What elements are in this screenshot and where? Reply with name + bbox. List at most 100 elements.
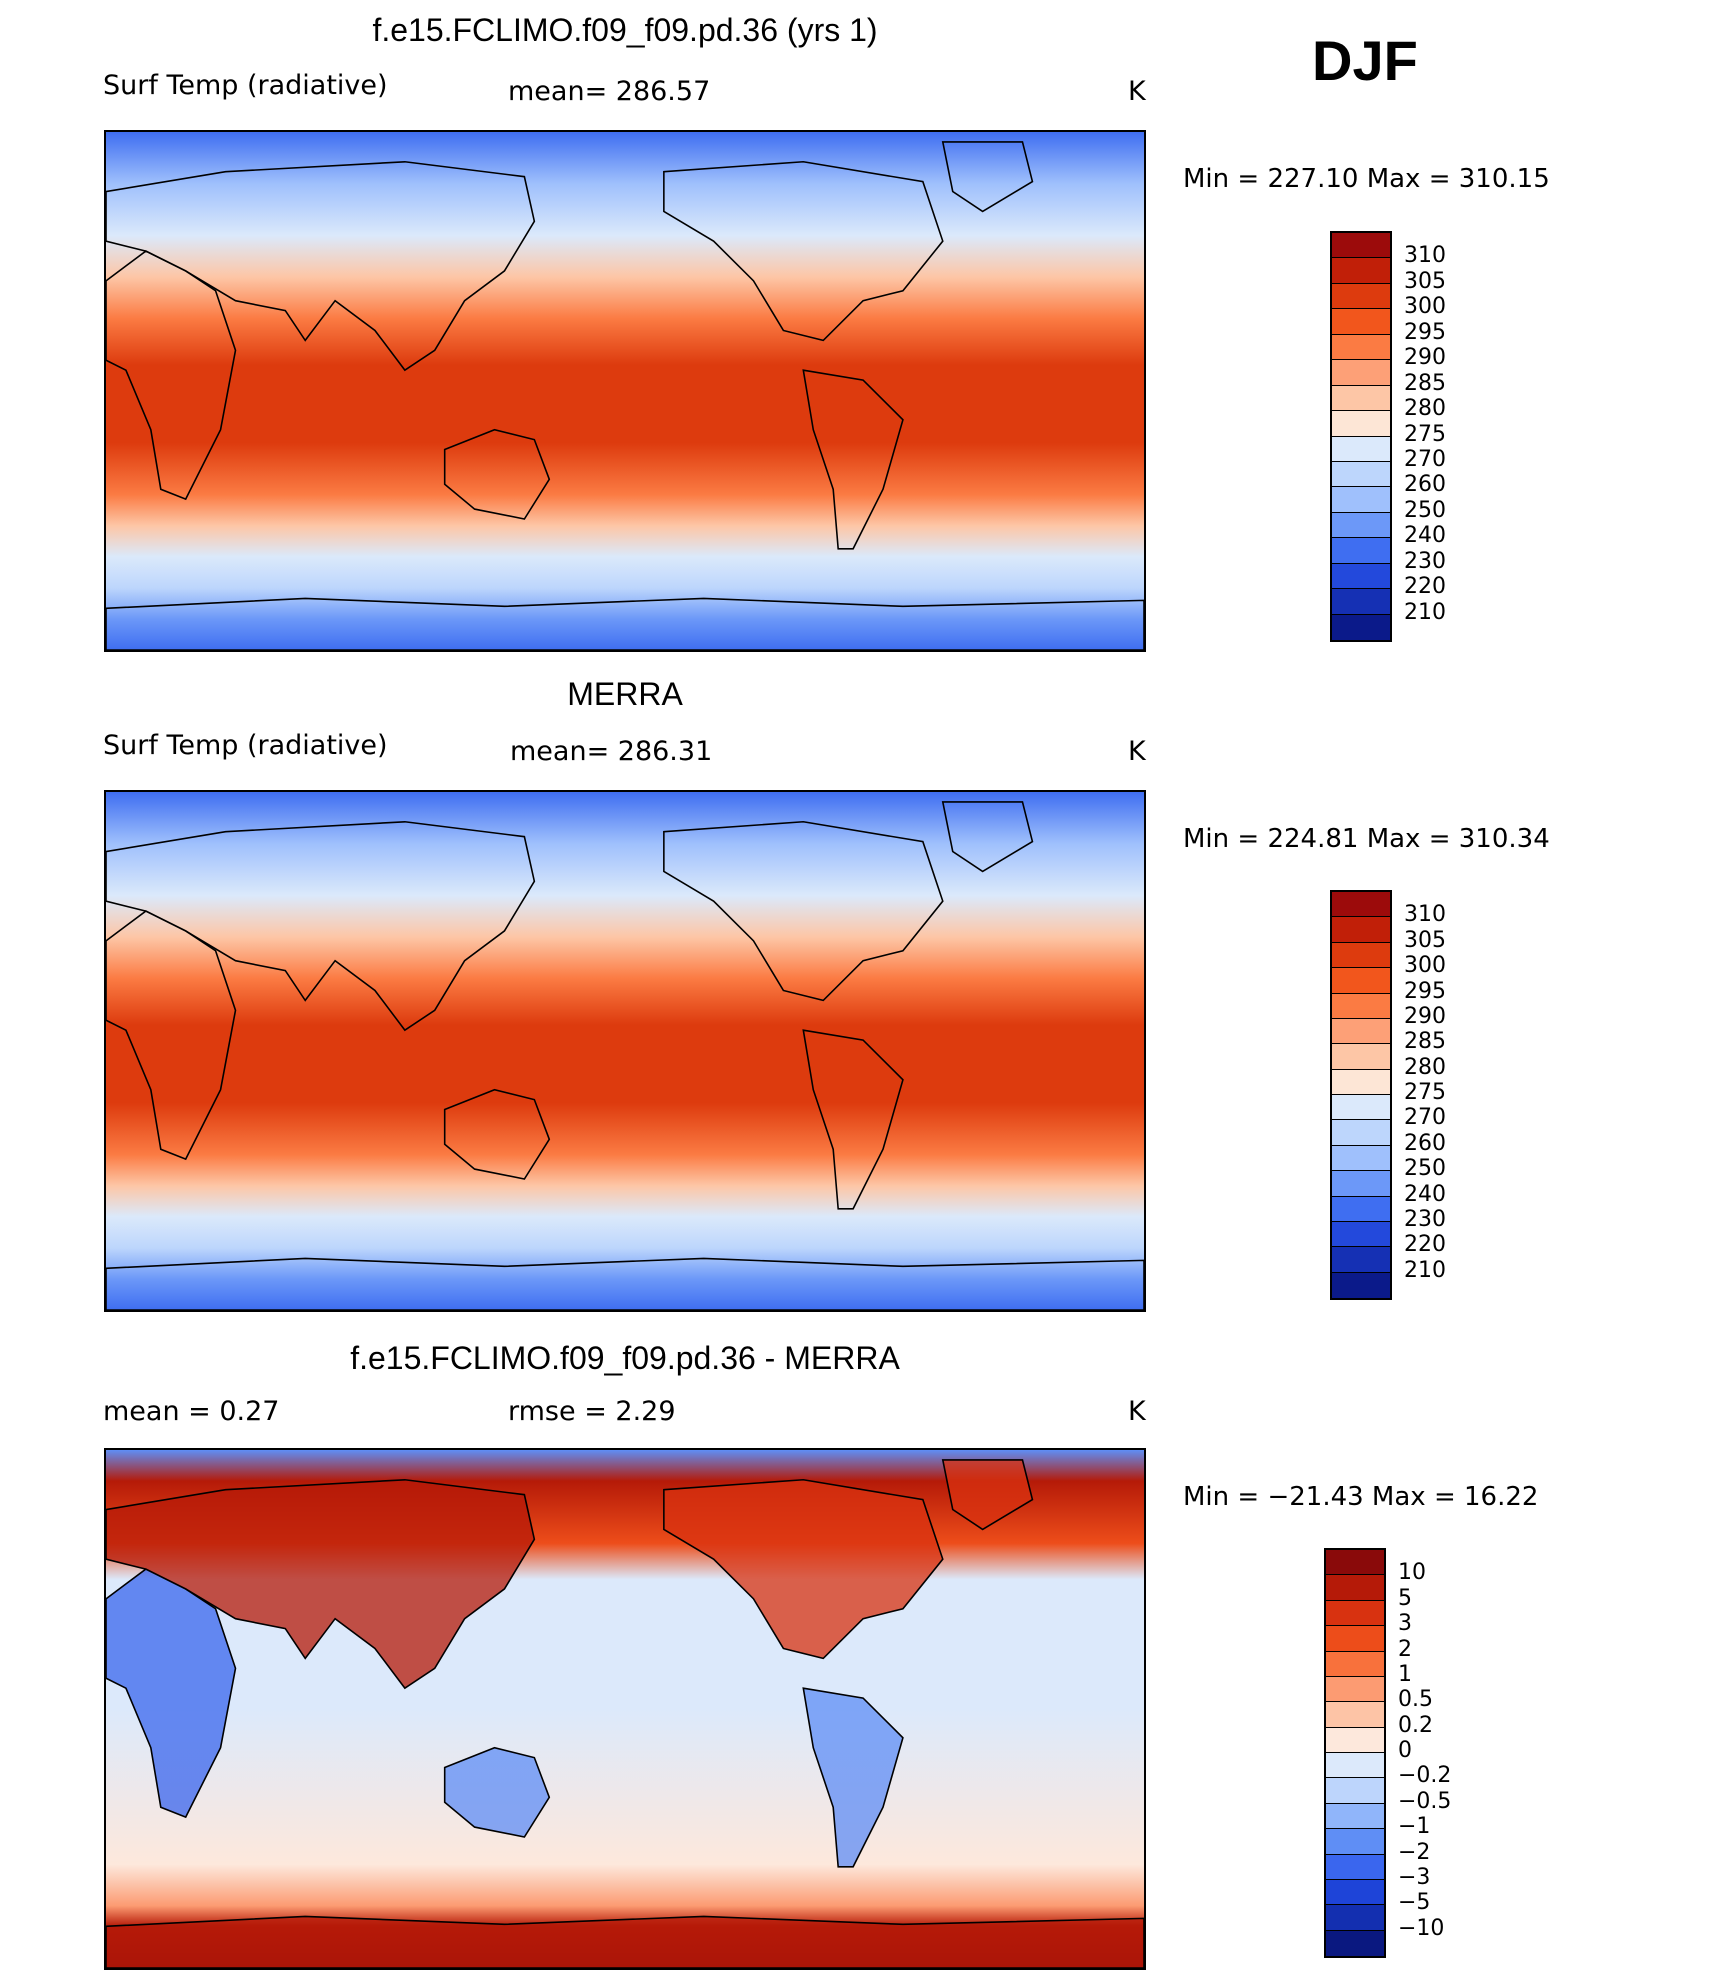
colorbar-segment <box>1332 942 1390 969</box>
continent-outline <box>941 801 1034 873</box>
continent-outline <box>106 1915 1144 1968</box>
colorbar-tick-label: 250 <box>1404 497 1446 523</box>
colorbar-tick-label: 305 <box>1404 927 1446 953</box>
panel-diff-mean-label: mean = 0.27 <box>103 1396 280 1427</box>
panel-obs-map <box>104 790 1146 1312</box>
colorbar-tick-label: 210 <box>1404 599 1446 625</box>
colorbar-segment <box>1332 538 1390 564</box>
colorbar-segment <box>1326 1905 1384 1931</box>
continent-outline <box>663 160 944 342</box>
colorbar-tick-label: 10 <box>1398 1560 1426 1586</box>
colorbar-segment <box>1332 1272 1390 1298</box>
colorbar-tick-label: 240 <box>1404 1181 1446 1207</box>
colorbar-segment <box>1326 1829 1384 1855</box>
continent-outline <box>106 597 1144 650</box>
colorbar-tick-label: 275 <box>1404 421 1446 447</box>
continent-outline <box>802 1687 904 1868</box>
continent-outline <box>941 1459 1034 1531</box>
colorbar-segment <box>1332 892 1390 918</box>
colorbar-segment <box>1332 258 1390 284</box>
panel-model-map <box>104 130 1146 652</box>
panel-model-mean-label: mean= 286.57 <box>508 76 711 107</box>
colorbar-segment <box>1332 1069 1390 1095</box>
colorbar-segment <box>1326 1930 1384 1956</box>
colorbar-segment <box>1332 309 1390 335</box>
colorbar-tick-label: 240 <box>1404 523 1446 549</box>
colorbar-tick-label: −0.2 <box>1398 1763 1452 1789</box>
panel-obs-mean-label: mean= 286.31 <box>510 736 713 767</box>
colorbar-segment <box>1326 1702 1384 1728</box>
colorbar-segment <box>1332 385 1390 412</box>
panel-model-colorbar <box>1330 231 1392 642</box>
colorbar-tick-label: 300 <box>1404 953 1446 979</box>
continent-outline <box>443 428 551 520</box>
colorbar-segment <box>1326 1626 1384 1652</box>
panel-diff-title: f.e15.FCLIMO.f09_f09.pd.36 - MERRA <box>350 1340 900 1376</box>
colorbar-segment <box>1332 589 1390 615</box>
colorbar-segment <box>1332 436 1390 462</box>
map-field <box>106 132 1144 650</box>
panel-obs-variable-label: Surf Temp (radiative) <box>103 730 388 761</box>
colorbar-segment <box>1326 1550 1384 1576</box>
colorbar-segment <box>1332 411 1390 437</box>
colorbar-segment <box>1332 1196 1390 1222</box>
continent-outline <box>443 1746 551 1838</box>
continent-outline <box>663 1478 944 1660</box>
continent-outline <box>106 160 536 372</box>
continent-outline <box>663 820 944 1002</box>
continent-outline <box>443 1088 551 1180</box>
panel-model-variable-label: Surf Temp (radiative) <box>103 70 388 101</box>
continent-outline <box>106 1478 536 1690</box>
colorbar-tick-label: 290 <box>1404 345 1446 371</box>
colorbar-tick-label: 230 <box>1404 1206 1446 1232</box>
colorbar-tick-label: 0.5 <box>1398 1687 1433 1713</box>
continent-outline <box>802 369 904 550</box>
colorbar-segment <box>1332 1095 1390 1121</box>
colorbar-tick-label: 310 <box>1404 902 1446 928</box>
colorbar-tick-label: 0 <box>1398 1738 1412 1763</box>
panel-obs-title: MERRA <box>567 676 683 712</box>
colorbar-tick-label: 295 <box>1404 319 1446 345</box>
colorbar-segment <box>1326 1727 1384 1753</box>
colorbar-tick-label: −2 <box>1398 1839 1431 1865</box>
map-canvas <box>106 132 1144 650</box>
colorbar-segment <box>1326 1575 1384 1601</box>
colorbar-tick-label: −1 <box>1398 1814 1431 1840</box>
panel-model-title: f.e15.FCLIMO.f09_f09.pd.36 (yrs 1) <box>372 12 878 48</box>
colorbar-tick-label: 2 <box>1398 1636 1412 1662</box>
colorbar-tick-label: 270 <box>1404 1105 1446 1131</box>
colorbar-tick-label: 295 <box>1404 978 1446 1004</box>
colorbar-segment <box>1332 993 1390 1019</box>
colorbar-tick-label: 285 <box>1404 1029 1446 1055</box>
colorbar-segment <box>1332 968 1390 994</box>
colorbar-segment <box>1332 512 1390 539</box>
panel-diff-minmax: Min = −21.43 Max = 16.22 <box>1183 1482 1539 1512</box>
colorbar-tick-label: 280 <box>1404 396 1446 422</box>
colorbar-segment <box>1326 1854 1384 1880</box>
season-label: DJF <box>1312 29 1418 92</box>
continent-outline <box>106 820 536 1032</box>
continent-outline <box>941 141 1034 213</box>
colorbar-segment <box>1326 1778 1384 1804</box>
colorbar-tick-label: −0.5 <box>1398 1788 1452 1814</box>
colorbar-tick-label: 305 <box>1404 268 1446 294</box>
colorbar-segment <box>1332 917 1390 943</box>
colorbar-tick-label: 310 <box>1404 243 1446 269</box>
colorbar-tick-label: 275 <box>1404 1080 1446 1105</box>
colorbar-tick-label: 210 <box>1404 1257 1446 1283</box>
colorbar-segment <box>1326 1803 1384 1830</box>
panel-diff-map <box>104 1448 1146 1970</box>
colorbar-tick-label: −5 <box>1398 1890 1431 1916</box>
colorbar-segment <box>1326 1651 1384 1677</box>
colorbar-tick-label: 270 <box>1404 446 1446 472</box>
colorbar-segment <box>1332 360 1390 386</box>
colorbar-segment <box>1332 1171 1390 1197</box>
map-field <box>106 792 1144 1310</box>
colorbar-segment <box>1326 1753 1384 1779</box>
colorbar-tick-label: 300 <box>1404 294 1446 320</box>
colorbar-segment <box>1332 563 1390 590</box>
colorbar-segment <box>1326 1676 1384 1703</box>
panel-model-units-label: K <box>1128 76 1146 107</box>
continent-outline <box>802 1029 904 1210</box>
colorbar-segment <box>1332 1044 1390 1070</box>
